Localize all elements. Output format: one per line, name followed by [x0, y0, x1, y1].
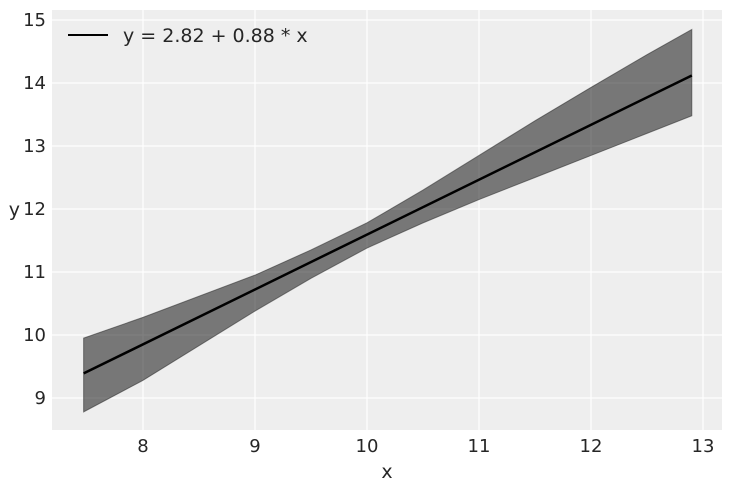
y-tick-label: 13 — [23, 136, 46, 157]
x-tick-label: 9 — [249, 436, 260, 457]
x-tick-label: 8 — [137, 436, 148, 457]
x-tick-labels: 8 9 10 11 12 13 — [137, 436, 714, 457]
y-axis-label: y — [9, 199, 20, 221]
y-tick-label: 11 — [23, 262, 46, 283]
regression-line — [83, 74, 693, 375]
y-tick-label: 9 — [35, 388, 46, 409]
x-axis-label: x — [381, 461, 392, 483]
x-tick-label: 11 — [468, 436, 491, 457]
y-tick-label: 14 — [23, 73, 46, 94]
x-tick-label: 10 — [356, 436, 379, 457]
legend-label: y = 2.82 + 0.88 * x — [123, 25, 308, 47]
x-tick-label: 12 — [580, 436, 603, 457]
y-tick-label: 12 — [23, 199, 46, 220]
y-tick-label: 10 — [23, 325, 46, 346]
hdi-band — [83, 28, 693, 413]
x-tick-label: 13 — [692, 436, 715, 457]
y-tick-labels: 9 10 11 12 13 14 15 — [23, 10, 46, 409]
legend: y = 2.82 + 0.88 * x — [68, 25, 308, 47]
y-tick-label: 15 — [23, 10, 46, 31]
